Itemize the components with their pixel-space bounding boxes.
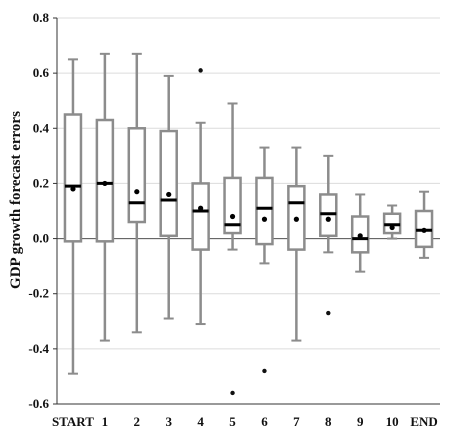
x-tick-label: 10	[386, 414, 399, 429]
outlier-point	[230, 390, 235, 396]
mean-marker	[198, 205, 204, 211]
iqr-box	[95, 118, 115, 243]
box-1	[95, 52, 115, 342]
box-4	[191, 68, 210, 326]
y-tick-label: 0.8	[33, 10, 50, 25]
mean-marker	[229, 213, 236, 220]
outlier-point	[198, 68, 203, 73]
y-tick-label: -0.6	[28, 396, 49, 411]
mean-marker	[70, 186, 76, 192]
outlier-point	[326, 310, 331, 316]
y-tick-label: 0.4	[33, 120, 50, 135]
box-8	[319, 154, 338, 316]
mean-marker	[261, 216, 268, 222]
y-axis-title: GDP growth forecast errors	[8, 111, 24, 289]
iqr-box	[255, 176, 274, 246]
box-3	[159, 74, 178, 320]
x-axis: START 1 2 3 4 5 6 7 8 9 10 END	[52, 403, 440, 429]
x-tick-label: START	[52, 414, 94, 429]
iqr-box	[127, 127, 147, 224]
box-end	[414, 190, 434, 259]
x-tick-label: 1	[102, 414, 109, 429]
x-tick-label: 2	[134, 414, 141, 429]
mean-marker	[389, 224, 395, 231]
box-5	[223, 102, 242, 396]
boxes	[63, 52, 434, 396]
mean-marker	[166, 191, 172, 198]
box-9	[350, 193, 370, 273]
x-tick-label: 5	[229, 414, 236, 429]
mean-marker	[421, 227, 427, 233]
mean-marker	[102, 180, 108, 187]
box-7	[287, 146, 306, 342]
x-tick-label: 3	[165, 414, 172, 429]
x-tick-label: 4	[197, 414, 204, 429]
box-start	[63, 58, 83, 375]
gridlines	[57, 17, 440, 405]
y-axis: 0.8 0.6 0.4 0.2 0.0 -0.2 -0.4 -0.6	[28, 10, 58, 411]
outlier-point	[262, 368, 267, 374]
mean-marker	[357, 233, 363, 239]
x-tick-label: 6	[261, 414, 268, 429]
mean-marker	[325, 216, 331, 222]
y-tick-label: 0.0	[33, 231, 49, 246]
x-tick-label: 9	[357, 414, 364, 429]
y-tick-label: -0.4	[28, 341, 49, 356]
y-tick-label: -0.2	[28, 286, 49, 301]
y-tick-label: 0.6	[33, 65, 50, 80]
box-6	[255, 146, 274, 374]
x-tick-label: 8	[325, 414, 332, 429]
box-10	[382, 204, 402, 240]
x-tick-label: END	[410, 414, 437, 429]
iqr-box	[191, 182, 210, 251]
box-2	[127, 52, 147, 334]
iqr-box	[63, 113, 83, 243]
mean-marker	[134, 189, 140, 195]
iqr-box	[223, 176, 242, 235]
x-tick-label: 7	[293, 414, 300, 429]
y-tick-label: 0.2	[33, 175, 49, 190]
mean-marker	[293, 216, 299, 222]
iqr-box	[159, 129, 178, 238]
